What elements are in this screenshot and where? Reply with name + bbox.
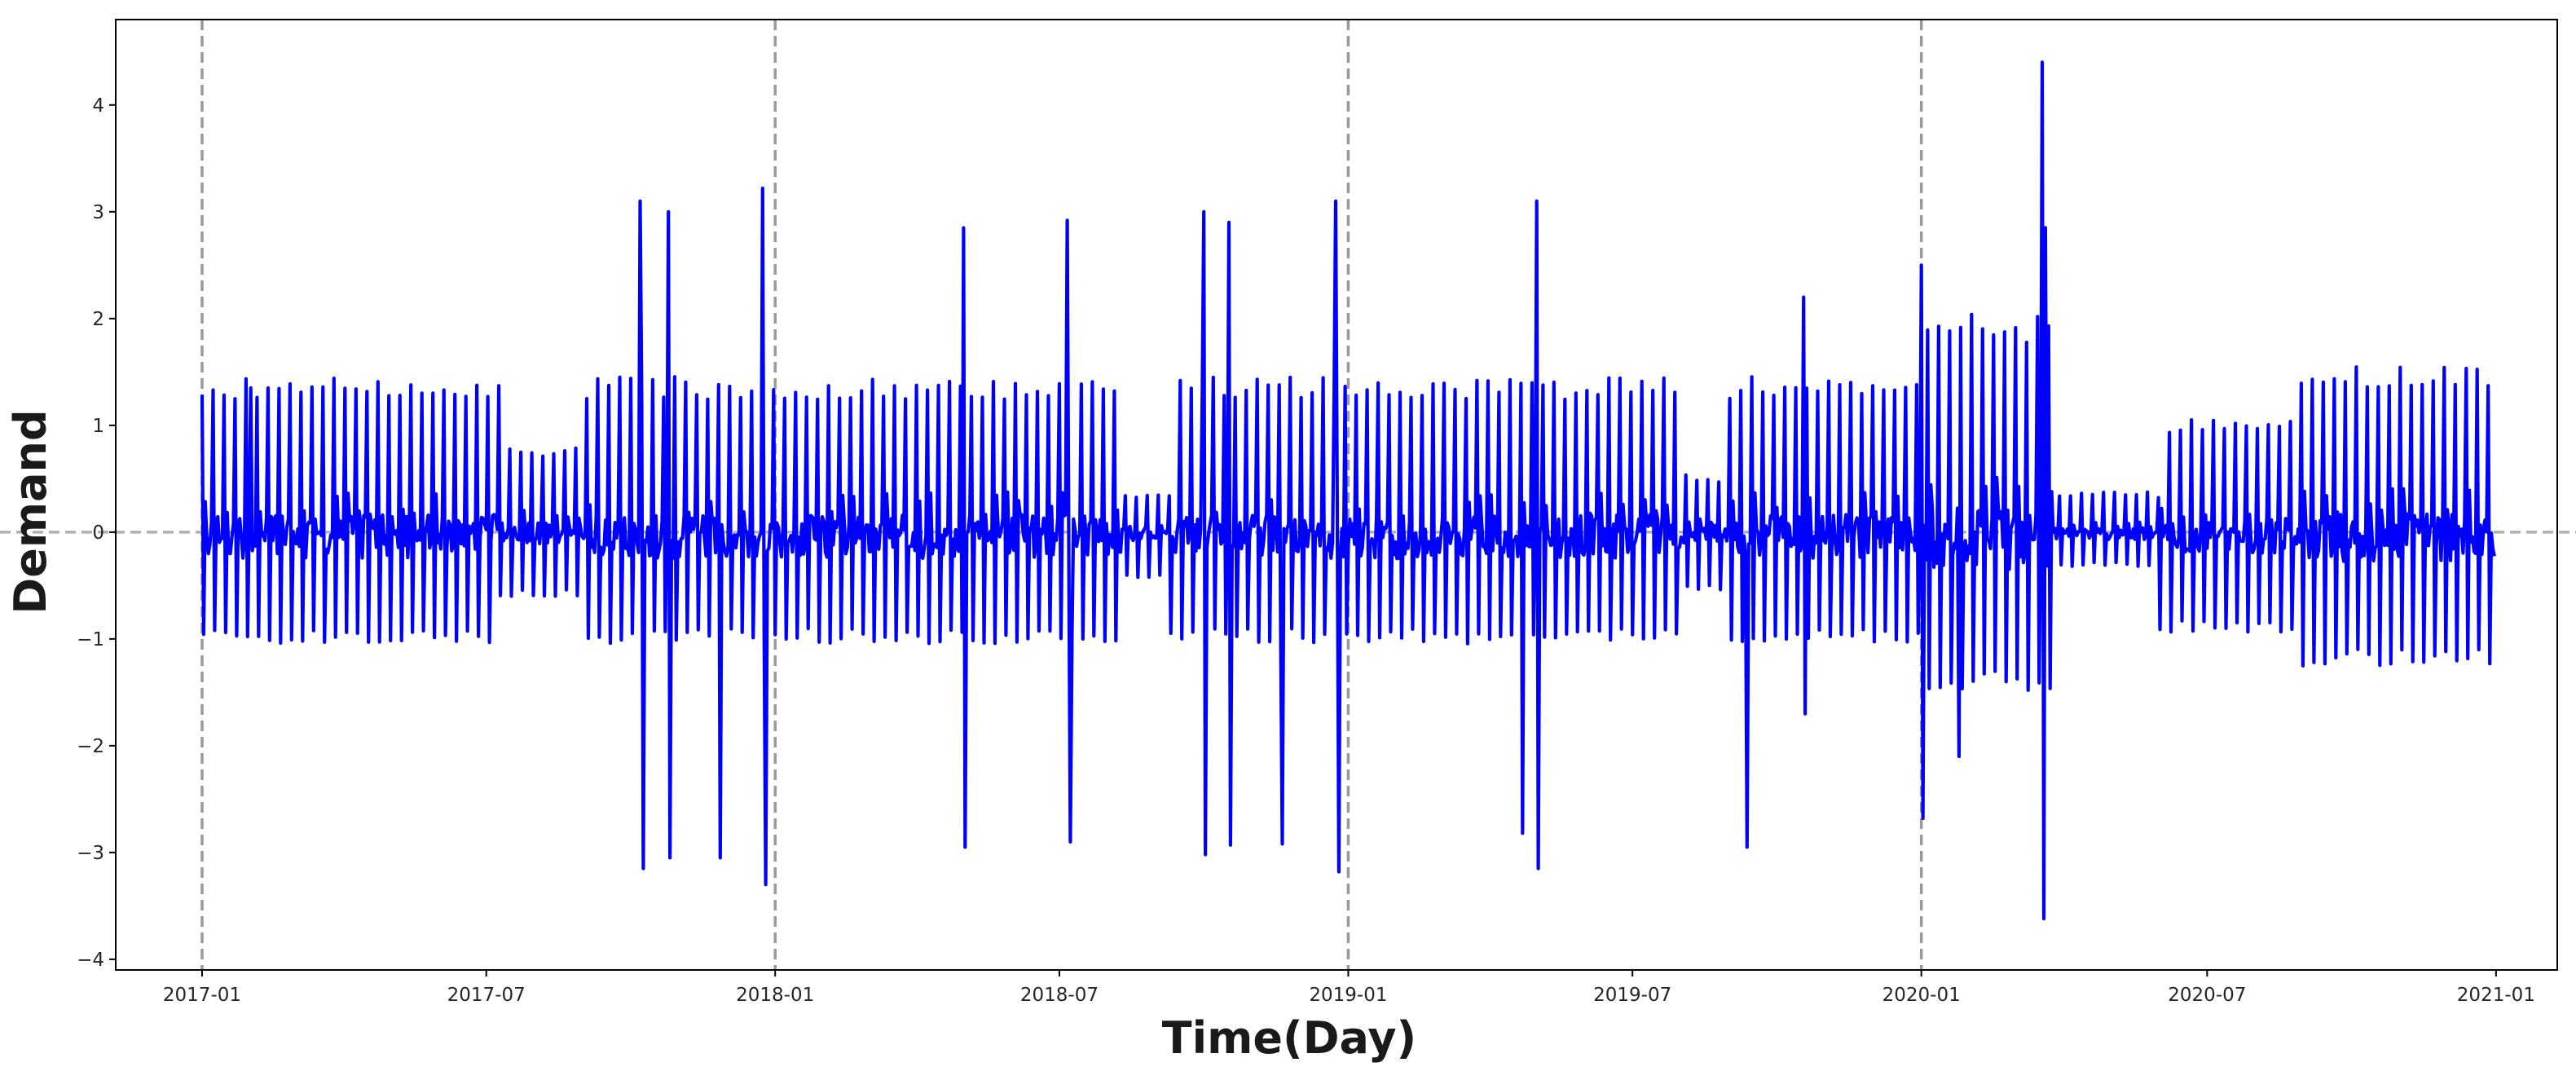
y-tick-label: −2 (77, 736, 104, 757)
x-tick-label: 2021-01 (2457, 985, 2535, 1006)
y-axis: −4 −3 −2 −1 0 1 2 3 4 (77, 95, 116, 971)
x-tick-label: 2017-01 (163, 985, 241, 1006)
x-tick-label: 2018-07 (1020, 985, 1099, 1006)
plot-frame (115, 19, 2558, 971)
demand-line (200, 60, 2496, 921)
x-axis-title: Time(Day) (1162, 1012, 1416, 1064)
x-tick-label: 2017-07 (447, 985, 526, 1006)
y-tick-label: 0 (92, 522, 104, 544)
y-tick-label: 2 (92, 309, 104, 330)
y-axis-title: Demand (5, 409, 56, 614)
y-tick-label: −4 (77, 950, 104, 971)
x-axis: 2017-01 2017-07 2018-01 2018-07 2019-01 2019-… (163, 970, 2535, 1006)
y-tick-label: −3 (77, 843, 104, 864)
x-tick-label: 2020-07 (2168, 985, 2246, 1006)
x-tick-label: 2019-01 (1309, 985, 1387, 1006)
y-tick-label: 3 (92, 202, 104, 223)
x-tick-label: 2019-07 (1593, 985, 1671, 1006)
y-tick-label: 4 (92, 95, 104, 117)
x-tick-label: 2018-01 (736, 985, 814, 1006)
x-tick-label: 2020-01 (1882, 985, 1961, 1006)
data-series (200, 60, 2496, 921)
y-tick-label: −1 (77, 629, 104, 650)
y-tick-label: 1 (92, 416, 104, 437)
